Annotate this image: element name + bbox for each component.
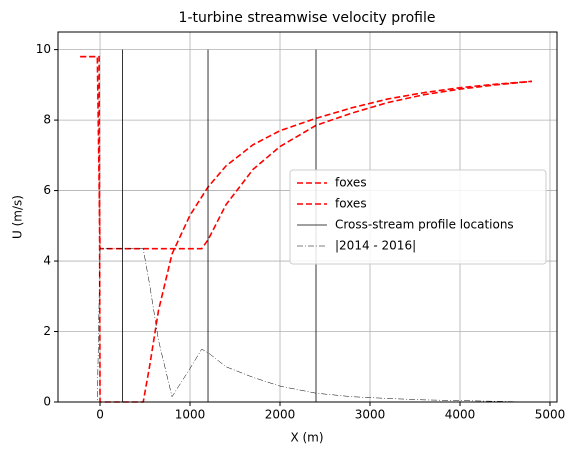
x-tick-label: 1000 xyxy=(175,408,206,422)
x-tick-label: 3000 xyxy=(355,408,386,422)
x-axis-label: X (m) xyxy=(290,431,323,445)
x-tick-label: 5000 xyxy=(535,408,566,422)
y-tick-label: 6 xyxy=(43,183,51,197)
y-tick-label: 4 xyxy=(43,254,51,268)
legend-box xyxy=(289,169,547,265)
y-axis-label: U (m/s) xyxy=(11,195,25,239)
legend-label: foxes xyxy=(335,197,367,211)
chart-title: 1-turbine streamwise velocity profile xyxy=(179,10,436,26)
x-tick-label: 4000 xyxy=(445,408,476,422)
plot-frame xyxy=(57,31,558,403)
y-tick-label: 0 xyxy=(43,395,51,409)
y-tick-label: 8 xyxy=(43,113,51,127)
x-tick-label: 0 xyxy=(96,408,104,422)
series-line xyxy=(80,248,532,403)
y-tick-label: 10 xyxy=(36,42,51,56)
y-tick-label: 2 xyxy=(43,324,51,338)
legend-label: foxes xyxy=(335,176,367,190)
legend-label: Cross-stream profile locations xyxy=(335,218,514,232)
x-tick-label: 2000 xyxy=(265,408,296,422)
legend-label: |2014 - 2016| xyxy=(335,239,416,253)
